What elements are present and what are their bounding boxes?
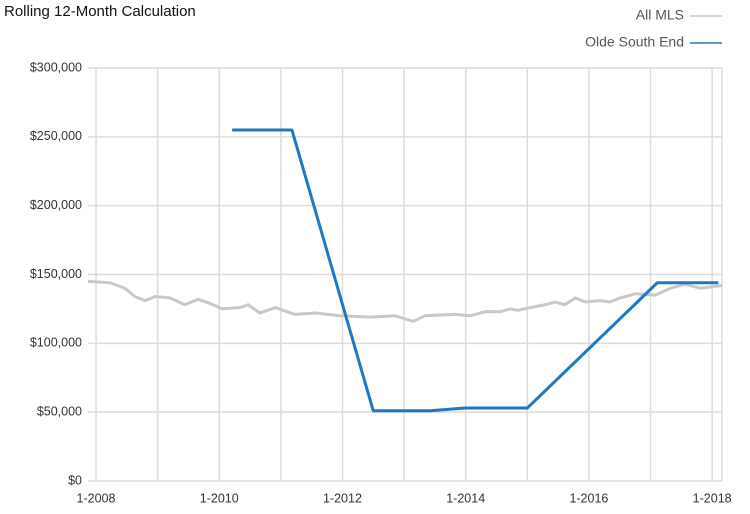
legend-label: Olde South End — [585, 34, 684, 50]
y-tick-label: $100,000 — [30, 336, 82, 350]
x-tick-label: 1-2016 — [569, 491, 608, 505]
y-tick-label: $200,000 — [30, 198, 82, 212]
x-tick-label: 1-2012 — [323, 491, 362, 505]
y-tick-label: $50,000 — [37, 404, 82, 418]
series-line — [232, 128, 719, 413]
x-tick-label: 1-2010 — [200, 491, 239, 505]
chart-title: Rolling 12-Month Calculation — [4, 3, 196, 20]
series-line — [87, 279, 723, 323]
y-tick-label: $0 — [68, 473, 82, 487]
y-tick-label: $250,000 — [30, 129, 82, 143]
x-tick-label: 1-2008 — [77, 491, 116, 505]
x-tick-label: 1-2018 — [693, 491, 732, 505]
y-tick-label: $150,000 — [30, 267, 82, 281]
y-tick-label: $300,000 — [30, 60, 82, 74]
x-tick-label: 1-2014 — [446, 491, 485, 505]
legend-label: All MLS — [636, 7, 684, 23]
